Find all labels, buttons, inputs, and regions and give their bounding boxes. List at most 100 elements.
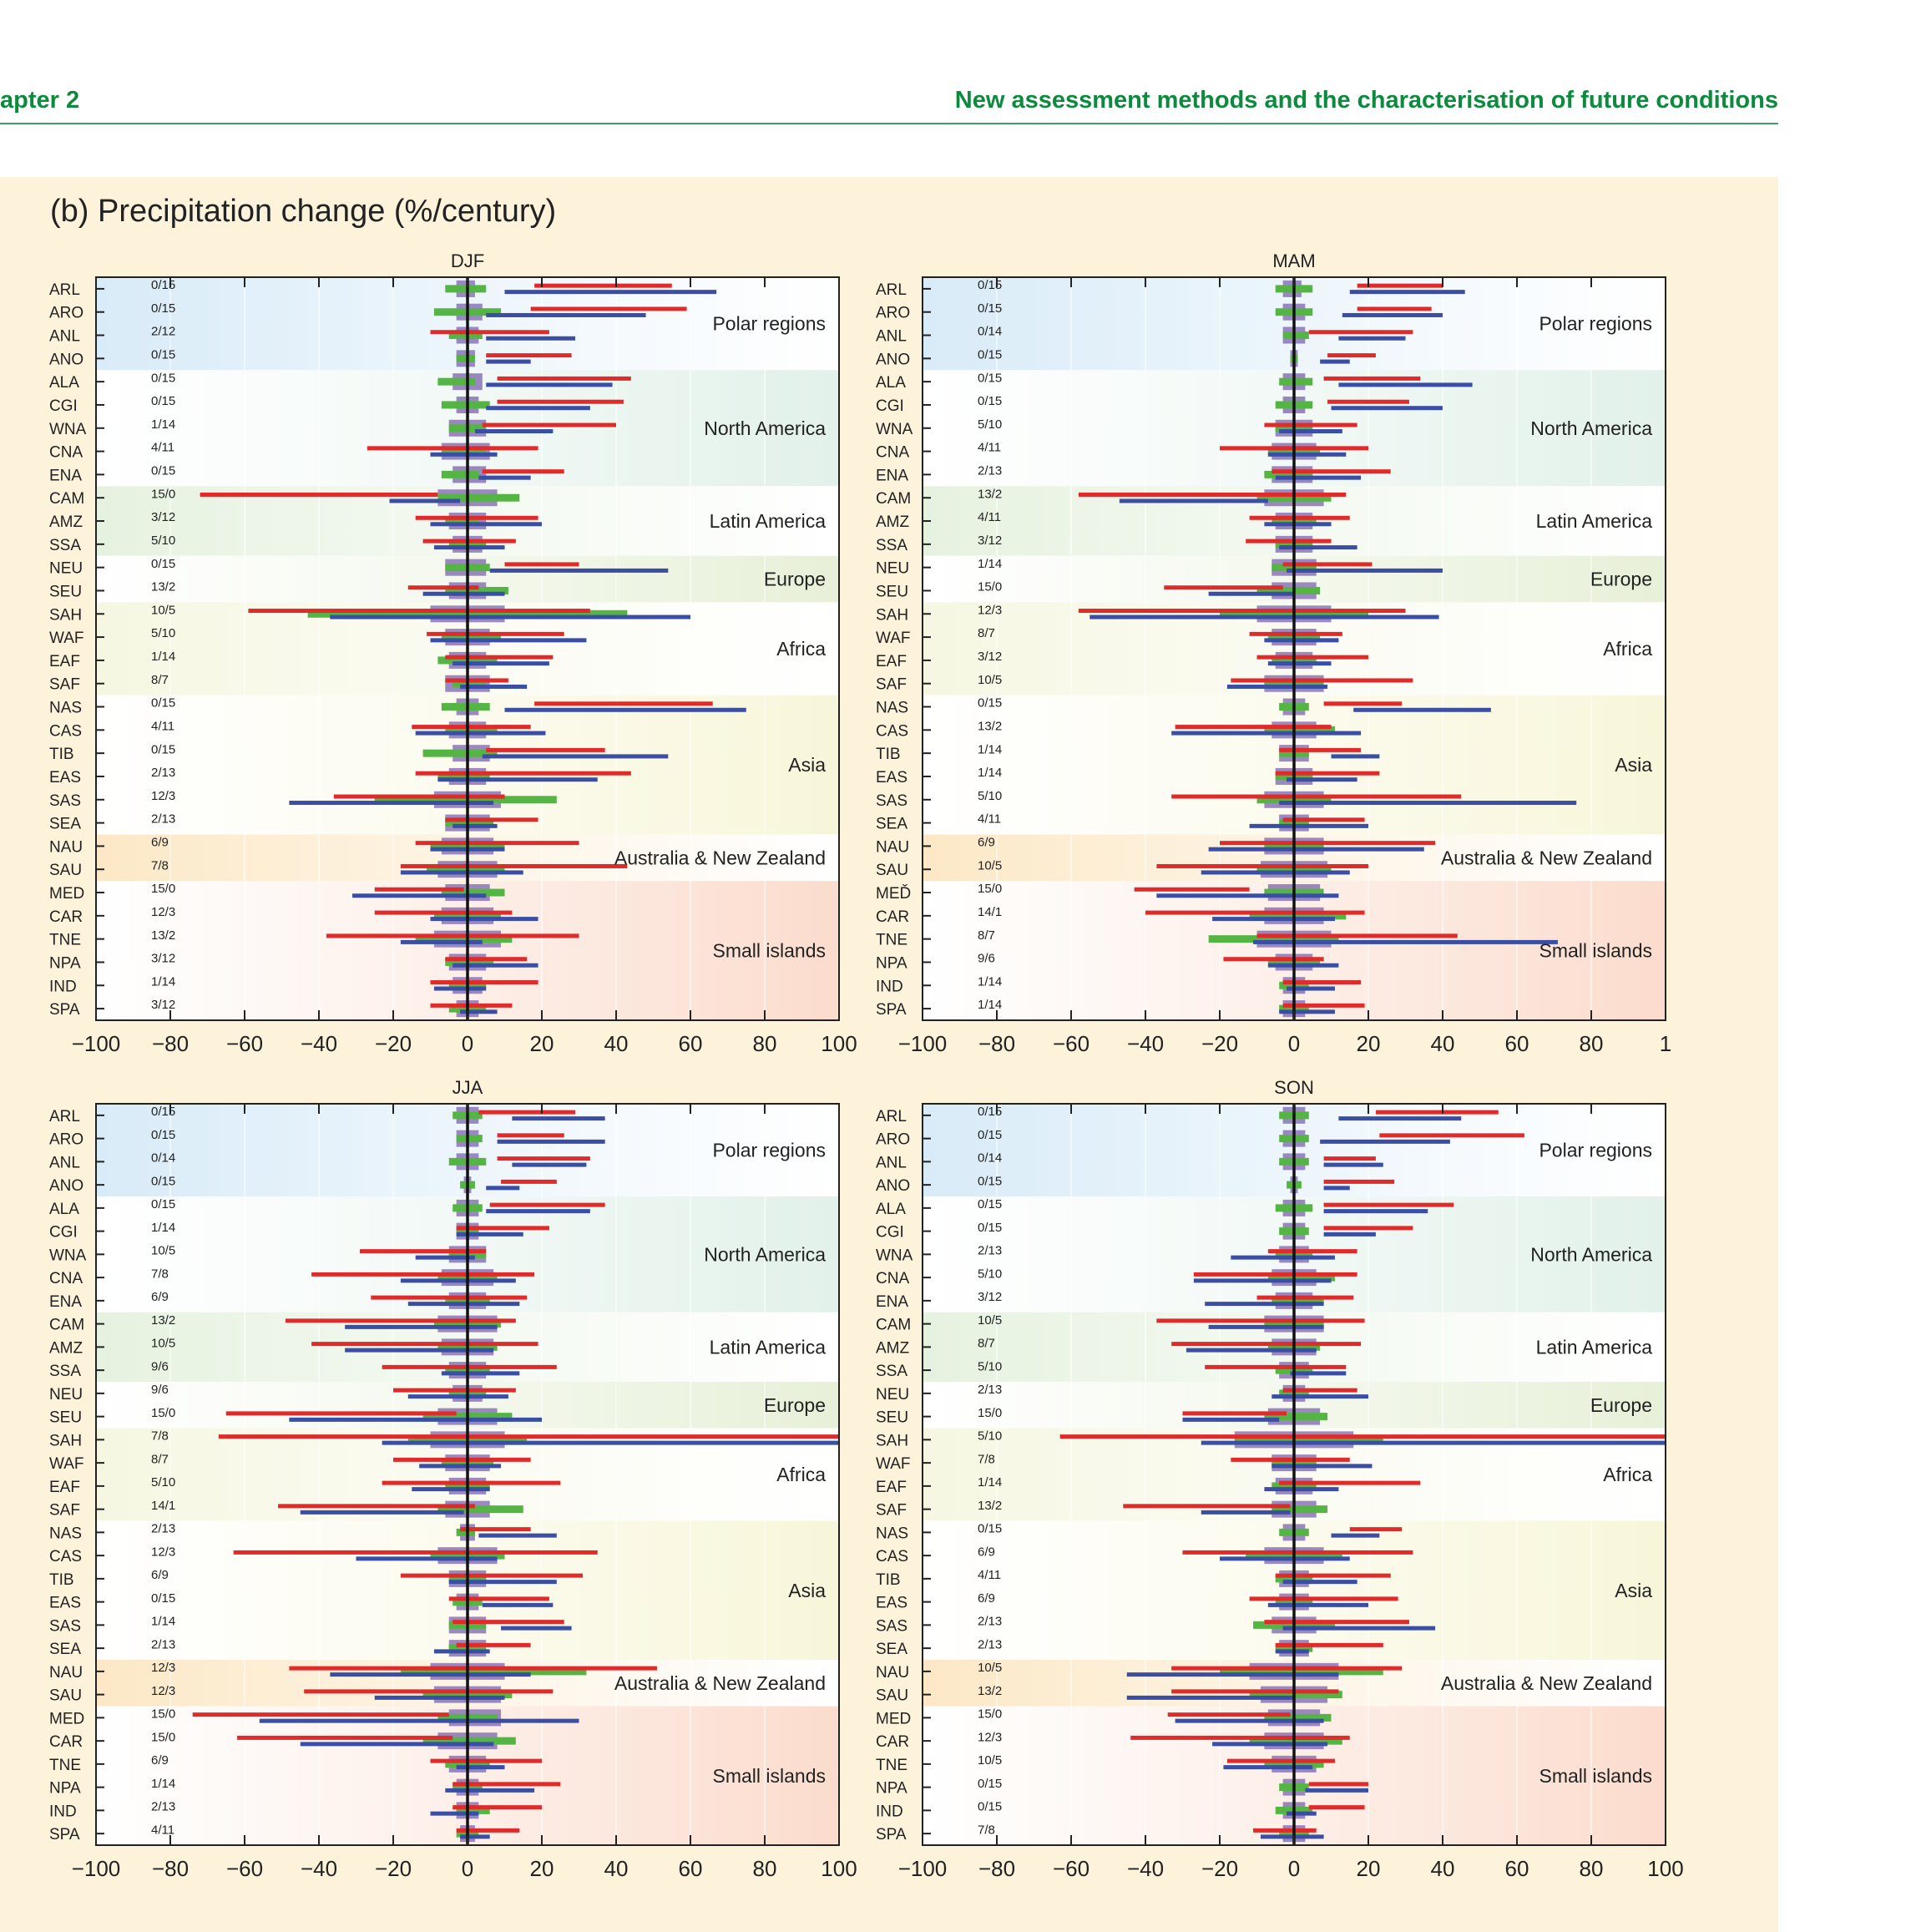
red-bar bbox=[1279, 747, 1362, 752]
region-label: TNE bbox=[876, 932, 907, 949]
red-bar bbox=[1078, 609, 1406, 614]
red-bar bbox=[412, 725, 531, 730]
agreement-count: 3/12 bbox=[151, 998, 175, 1012]
red-bar bbox=[1357, 283, 1443, 288]
agreement-count: 0/15 bbox=[151, 696, 175, 711]
agreement-count: 5/10 bbox=[978, 1267, 1002, 1281]
green-bar bbox=[1279, 377, 1313, 386]
region-label: CAS bbox=[876, 722, 908, 740]
blue-bar bbox=[1267, 963, 1339, 968]
red-bar bbox=[430, 980, 538, 985]
region-label: ARL bbox=[49, 281, 80, 299]
agreement-count: 10/5 bbox=[978, 858, 1002, 872]
red-bar bbox=[534, 283, 672, 288]
agreement-count: 0/15 bbox=[151, 557, 175, 571]
region-label: SAH bbox=[49, 1432, 82, 1449]
group-label-latin-america: Latin America bbox=[710, 510, 827, 532]
agreement-count: 1/14 bbox=[151, 417, 175, 432]
agreement-count: 2/13 bbox=[978, 1615, 1002, 1629]
red-bar bbox=[1308, 1782, 1368, 1787]
blue-bar bbox=[400, 939, 483, 944]
blue-bar bbox=[1201, 870, 1350, 875]
agreement-count: 0/15 bbox=[151, 1128, 175, 1142]
region-label: ARL bbox=[49, 1108, 80, 1125]
region-label: SAH bbox=[49, 606, 82, 624]
agreement-count: 0/15 bbox=[978, 1777, 1002, 1791]
blue-bar bbox=[1205, 1302, 1324, 1307]
red-bar bbox=[445, 817, 538, 822]
agreement-count: 8/7 bbox=[151, 1452, 169, 1466]
red-bar bbox=[482, 469, 564, 474]
region-label: EAF bbox=[49, 1479, 80, 1496]
panel-mam: −100 −80 −60 −40 −20 0 20 40 60 80 1 MAM ARL 0/15 ARO 0… bbox=[876, 250, 1671, 1056]
agreement-count: 5/10 bbox=[978, 789, 1002, 803]
x-tick-label: −100 bbox=[72, 1031, 121, 1056]
red-bar bbox=[456, 1828, 520, 1833]
region-label: TNE bbox=[49, 1757, 81, 1774]
agreement-count: 5/10 bbox=[151, 1475, 175, 1489]
blue-bar bbox=[478, 1533, 557, 1538]
region-label: SAS bbox=[876, 1617, 907, 1635]
region-label: IND bbox=[49, 978, 77, 995]
blue-bar bbox=[300, 1510, 464, 1515]
agreement-count: 10/5 bbox=[978, 1753, 1002, 1768]
red-bar bbox=[1220, 841, 1436, 846]
region-label: ENA bbox=[876, 467, 908, 484]
agreement-count: 0/15 bbox=[978, 1800, 1002, 1814]
red-bar bbox=[1275, 1642, 1383, 1647]
region-label: CGI bbox=[876, 397, 904, 415]
blue-bar bbox=[1171, 731, 1362, 736]
blue-bar bbox=[1193, 1278, 1332, 1283]
header-rule bbox=[0, 123, 1778, 124]
blue-bar bbox=[407, 1302, 520, 1307]
green-bar bbox=[422, 749, 498, 757]
red-bar bbox=[497, 1156, 590, 1161]
agreement-count: 1/14 bbox=[978, 974, 1002, 989]
x-tick-label: −80 bbox=[152, 1856, 189, 1881]
blue-bar bbox=[1220, 1556, 1350, 1561]
blue-bar bbox=[1331, 1533, 1380, 1538]
red-bar bbox=[233, 1550, 598, 1555]
blue-bar bbox=[1282, 1580, 1357, 1585]
agreement-count: 13/2 bbox=[978, 719, 1002, 733]
region-label: SAF bbox=[876, 676, 907, 694]
group-label-polar-regions: Polar regions bbox=[1539, 1140, 1652, 1161]
red-bar bbox=[1375, 1110, 1499, 1115]
agreement-count: 1/14 bbox=[151, 1221, 175, 1235]
agreement-count: 3/12 bbox=[978, 650, 1002, 664]
region-label: SAS bbox=[876, 792, 907, 810]
red-bar bbox=[278, 1504, 475, 1509]
red-bar bbox=[1282, 1003, 1365, 1008]
x-tick-label: 0 bbox=[462, 1031, 473, 1056]
x-tick-label: −100 bbox=[898, 1856, 948, 1881]
region-label: NPA bbox=[876, 1780, 907, 1798]
group-label-asia: Asia bbox=[1615, 1580, 1652, 1601]
agreement-count: 13/2 bbox=[978, 1684, 1002, 1698]
region-label: WAF bbox=[49, 630, 84, 647]
blue-bar bbox=[415, 1255, 475, 1260]
group-label-north-america: North America bbox=[704, 417, 826, 439]
red-bar bbox=[1226, 1758, 1335, 1763]
x-tick-label: 80 bbox=[1580, 1856, 1604, 1881]
blue-bar bbox=[1201, 1510, 1291, 1515]
x-tick-label: −60 bbox=[1053, 1031, 1090, 1056]
region-label: ANL bbox=[49, 1154, 80, 1171]
green-bar bbox=[1264, 470, 1313, 478]
group-label-africa: Africa bbox=[776, 638, 826, 660]
blue-bar bbox=[352, 893, 487, 898]
agreement-count: 8/7 bbox=[978, 626, 995, 640]
group-label-africa: Africa bbox=[776, 1464, 826, 1485]
red-bar bbox=[1256, 1295, 1354, 1300]
agreement-count: 7/8 bbox=[978, 1823, 995, 1837]
green-bar bbox=[374, 796, 557, 804]
blue-bar bbox=[289, 801, 494, 806]
red-bar bbox=[1323, 1156, 1376, 1161]
red-bar bbox=[452, 1620, 564, 1625]
red-bar bbox=[1349, 1527, 1403, 1532]
green-bar bbox=[437, 493, 520, 502]
blue-bar bbox=[430, 638, 587, 643]
green-bar bbox=[1256, 586, 1321, 594]
red-bar bbox=[218, 1434, 840, 1439]
red-bar bbox=[1279, 1480, 1421, 1485]
region-label: EAF bbox=[49, 653, 80, 670]
